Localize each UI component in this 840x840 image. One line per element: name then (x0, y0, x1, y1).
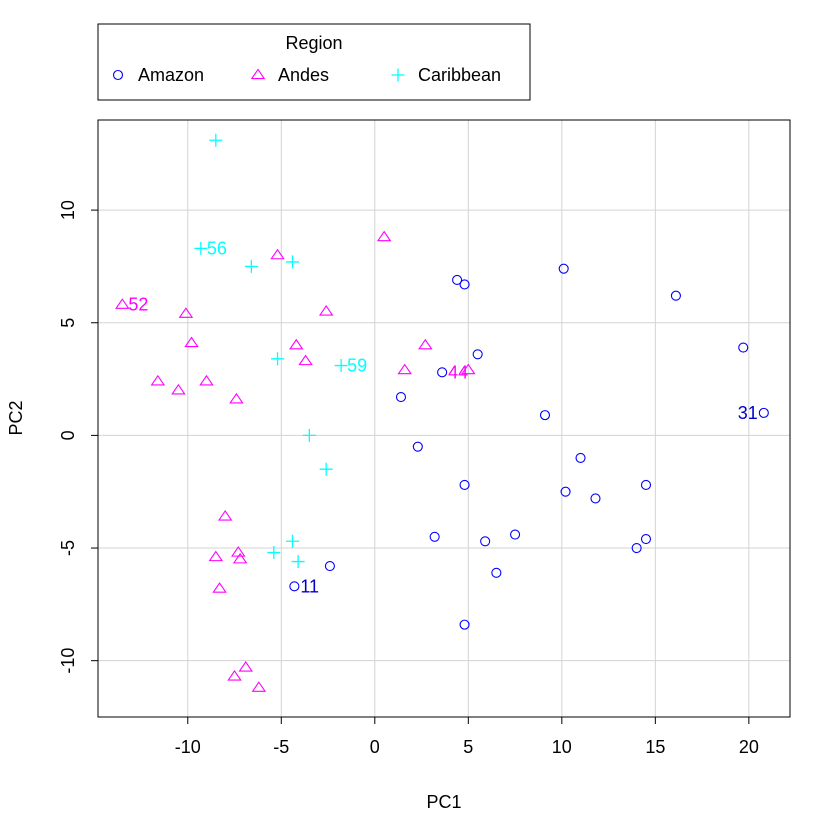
plot-area: 56 52 59 44 31 11 (97, 119, 791, 718)
andes-point (184, 336, 199, 348)
amazon-point (491, 567, 502, 578)
legend-item-andes: Andes (250, 65, 329, 85)
amazon-point (472, 349, 483, 360)
plot-frame (97, 119, 791, 718)
amazon-point (558, 263, 569, 274)
caribbean-point (267, 546, 281, 560)
grid (98, 120, 790, 717)
caribbean-point (334, 359, 348, 373)
annotation-label: 56 (207, 238, 227, 258)
caribbean-point (302, 428, 316, 442)
caribbean-point (271, 352, 285, 366)
y-tick-label: 10 (58, 200, 78, 220)
x-tick-label: 15 (645, 737, 665, 757)
andes-point (270, 248, 285, 260)
andes-point (115, 298, 130, 309)
amazon-point (480, 536, 491, 547)
andes-point (397, 363, 412, 375)
y-axis: -10 -5 0 5 10 (58, 200, 99, 674)
amazon-point (459, 479, 470, 491)
amazon-point (670, 290, 681, 301)
caribbean-point (286, 255, 300, 269)
x-axis: -10 -5 0 5 10 15 20 (175, 716, 759, 757)
annotation-label: 31 (738, 403, 758, 423)
amazon-point (640, 479, 652, 491)
legend-marker-amazon (112, 69, 124, 81)
annotation-label: 11 (300, 576, 319, 596)
amazon-point (640, 533, 652, 545)
legend-label-andes: Andes (278, 65, 329, 85)
x-tick-label: 5 (463, 737, 473, 757)
amazon-point (324, 561, 335, 572)
amazon-point (510, 529, 521, 540)
caribbean-point (286, 534, 300, 548)
amazon-point (758, 407, 769, 418)
amazon-point (575, 452, 586, 463)
y-tick-label: 5 (58, 318, 78, 328)
andes-point (229, 392, 244, 404)
annotation-label: 52 (128, 295, 148, 315)
x-tick-label: 0 (370, 737, 380, 757)
data-points (115, 133, 769, 692)
andes-point (238, 660, 253, 672)
amazon-point (560, 486, 571, 497)
legend-label-amazon: Amazon (138, 65, 204, 85)
amazon-point (631, 542, 642, 554)
andes-point (212, 582, 227, 593)
andes-point (418, 338, 433, 350)
legend-item-caribbean: Caribbean (391, 65, 501, 85)
andes-point (150, 374, 166, 386)
caribbean-point (209, 133, 223, 147)
x-tick-label: -5 (273, 737, 289, 757)
andes-point (178, 307, 194, 318)
caribbean-point (244, 259, 258, 273)
legend-label-caribbean: Caribbean (418, 65, 501, 85)
y-tick-label: -10 (58, 648, 78, 674)
amazon-point (738, 342, 749, 353)
y-tick-label: 0 (58, 430, 78, 440)
caribbean-point (291, 555, 305, 569)
andes-point (461, 363, 476, 375)
andes-point (199, 374, 214, 386)
amazon-point (459, 619, 470, 630)
amazon-point (437, 367, 448, 378)
annotation-label: 59 (347, 356, 367, 376)
andes-point (217, 510, 233, 521)
andes-point (232, 552, 248, 564)
x-tick-label: 20 (739, 737, 759, 757)
legend-item-amazon: Amazon (112, 65, 204, 85)
andes-point (289, 338, 304, 350)
x-axis-label: PC1 (426, 792, 461, 812)
caribbean-point (319, 462, 333, 476)
legend: Region Amazon Andes Caribbean (97, 23, 531, 101)
amazon-point (429, 531, 440, 542)
caribbean-point (194, 241, 208, 255)
amazon-point (395, 392, 407, 403)
amazon-point (590, 493, 601, 504)
andes-point (171, 383, 186, 395)
y-axis-label: PC2 (6, 400, 26, 435)
legend-marker-caribbean (391, 68, 405, 82)
x-tick-label: 10 (552, 737, 572, 757)
y-tick-label: -5 (58, 540, 78, 556)
andes-point (376, 230, 392, 242)
amazon-point (539, 410, 551, 421)
andes-point (208, 550, 224, 562)
andes-point (251, 681, 267, 692)
x-tick-label: -10 (175, 737, 201, 757)
point-annotations: 56 52 59 44 31 11 (128, 238, 758, 596)
andes-point (298, 354, 313, 366)
legend-box (97, 23, 531, 101)
andes-point (318, 305, 334, 316)
annotation-label: 44 (448, 362, 468, 382)
amazon-point (289, 581, 300, 592)
amazon-point (412, 441, 423, 452)
amazon-point (452, 274, 463, 286)
amazon-point (459, 279, 470, 290)
andes-point (227, 669, 242, 681)
legend-marker-andes (250, 68, 266, 80)
legend-title: Region (285, 33, 342, 53)
